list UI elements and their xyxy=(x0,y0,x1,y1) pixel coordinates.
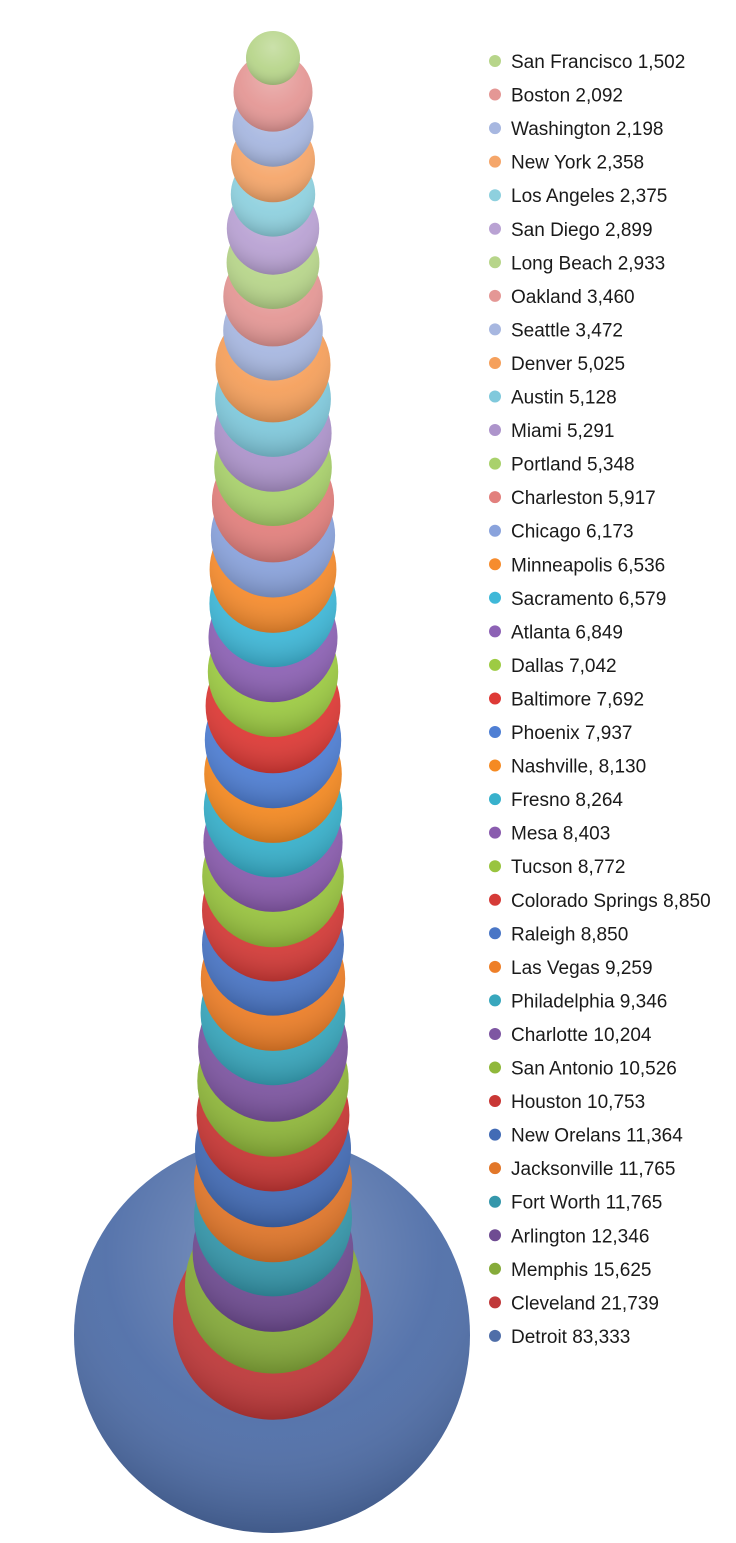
legend-label: Fresno 8,264 xyxy=(511,790,623,811)
legend-marker xyxy=(489,1329,501,1342)
legend-marker xyxy=(489,1061,501,1074)
legend-marker xyxy=(489,424,501,437)
legend-marker xyxy=(489,122,501,135)
legend-label: Sacramento 6,579 xyxy=(511,589,666,610)
legend-marker xyxy=(489,457,501,470)
legend-marker xyxy=(489,994,501,1007)
legend-marker xyxy=(489,1162,501,1175)
bubble-shading xyxy=(246,31,300,85)
legend-marker xyxy=(489,726,501,738)
legend-marker xyxy=(489,323,501,336)
legend-label: Boston 2,092 xyxy=(511,86,623,107)
legend-label: Atlanta 6,849 xyxy=(511,622,623,643)
legend-marker xyxy=(489,658,501,671)
legend-label: Houston 10,753 xyxy=(511,1092,645,1113)
legend-marker xyxy=(489,222,501,235)
legend-label: Minneapolis 6,536 xyxy=(511,555,665,576)
legend-label: Tucson 8,772 xyxy=(511,857,625,878)
legend-marker xyxy=(489,155,501,168)
legend-marker xyxy=(489,491,501,504)
legend-label: Mesa 8,403 xyxy=(511,824,610,845)
legend-marker xyxy=(489,1296,501,1309)
legend-marker xyxy=(489,826,501,839)
legend-label: Raleigh 8,850 xyxy=(511,924,628,945)
legend-label: New York 2,358 xyxy=(511,153,644,174)
legend-label: Washington 2,198 xyxy=(511,119,663,140)
legend-marker xyxy=(489,289,501,302)
legend-label: Portland 5,348 xyxy=(511,455,635,476)
legend-marker xyxy=(489,625,501,638)
legend-marker xyxy=(489,793,501,806)
legend-marker xyxy=(489,88,501,101)
legend-label: Las Vegas 9,259 xyxy=(511,958,653,979)
legend-label: Los Angeles 2,375 xyxy=(511,186,667,207)
legend-label: Austin 5,128 xyxy=(511,388,617,409)
legend-marker xyxy=(489,189,501,202)
legend-label: Arlington 12,346 xyxy=(511,1226,649,1247)
legend-label: Charlotte 10,204 xyxy=(511,1025,652,1046)
legend-marker xyxy=(489,256,501,269)
legend-marker xyxy=(489,927,501,940)
legend-marker xyxy=(489,1027,501,1040)
legend-label: San Antonio 10,526 xyxy=(511,1059,677,1080)
legend-label: San Francisco 1,502 xyxy=(511,52,685,73)
legend-marker xyxy=(489,960,501,973)
legend-marker xyxy=(489,860,501,873)
legend-label: Chicago 6,173 xyxy=(511,522,634,543)
legend-marker xyxy=(489,1128,501,1141)
bubble-layer xyxy=(74,31,470,1533)
legend-label: Colorado Springs 8,850 xyxy=(511,891,711,912)
legend-label: Fort Worth 11,765 xyxy=(511,1193,662,1214)
legend-label: Philadelphia 9,346 xyxy=(511,991,667,1012)
legend-label: Cleveland 21,739 xyxy=(511,1293,659,1314)
legend-label: San Diego 2,899 xyxy=(511,220,653,241)
legend-label: Jacksonville 11,765 xyxy=(511,1159,675,1180)
legend-label: Seattle 3,472 xyxy=(511,320,623,341)
legend-label: Denver 5,025 xyxy=(511,354,625,375)
legend-marker xyxy=(489,55,501,67)
legend-marker xyxy=(489,1229,501,1242)
legend-marker xyxy=(489,1195,501,1208)
legend-marker xyxy=(489,692,501,705)
legend-marker xyxy=(489,524,501,537)
legend-marker xyxy=(489,591,501,604)
legend-label: Baltimore 7,692 xyxy=(511,689,644,710)
legend-marker xyxy=(489,893,501,906)
legend-label: Phoenix 7,937 xyxy=(511,723,633,744)
legend-marker xyxy=(489,558,501,571)
legend-label: Memphis 15,625 xyxy=(511,1260,651,1281)
legend-label: Charleston 5,917 xyxy=(511,488,656,509)
legend-label: Dallas 7,042 xyxy=(511,656,617,677)
legend-label: Miami 5,291 xyxy=(511,421,615,442)
legend-label: Oakland 3,460 xyxy=(511,287,635,308)
legend-marker xyxy=(489,1262,501,1275)
legend-marker xyxy=(489,759,501,772)
legend: San Francisco 1,502 Boston 2,092 Washingto… xyxy=(489,52,711,1348)
legend-label: Long Beach 2,933 xyxy=(511,253,665,274)
legend-label: Nashville, 8,130 xyxy=(511,757,646,778)
legend-label: New Orelans 11,364 xyxy=(511,1126,683,1147)
legend-label: Detroit 83,333 xyxy=(511,1327,630,1348)
legend-marker xyxy=(489,390,501,403)
legend-marker xyxy=(489,1095,501,1108)
legend-marker xyxy=(489,356,501,369)
